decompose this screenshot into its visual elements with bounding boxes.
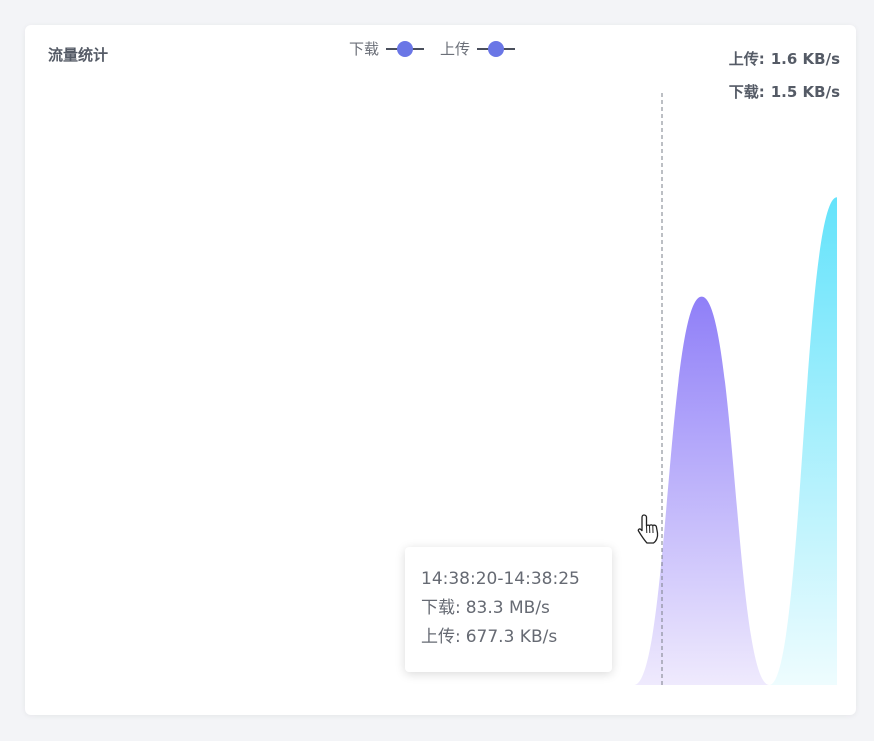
legend-label-download: 下载 [349,40,380,58]
download-rate: 下载: 1.5 KB/s [729,76,840,109]
tooltip-upload-row: 上传: 677.3 KB/s [421,623,612,652]
upload-rate: 上传: 1.6 KB/s [729,43,840,76]
panel-title: 流量统计 [48,46,109,64]
tooltip-download-row: 下载: 83.3 MB/s [421,594,612,623]
tooltip-upload-value: 677.3 KB/s [465,627,558,647]
current-rates: 上传: 1.6 KB/s 下载: 1.5 KB/s [729,43,840,109]
tooltip-download-label: 下载: [421,598,461,618]
hand-cursor-icon [637,514,659,544]
chart-tooltip: 14:38:20-14:38:25 下载: 83.3 MB/s 上传: 677.3 … [405,547,612,672]
legend-item-download[interactable]: 下载 [349,38,425,59]
upload-rate-label: 上传: [728,50,765,68]
traffic-area-chart[interactable] [25,25,856,715]
area-series-download [25,296,837,685]
download-rate-label: 下载: [728,83,765,101]
line-dot-marker-icon [477,40,516,57]
traffic-stats-panel: 流量统计 下载 上传 上传: 1.6 KB/s 下载: 1.5 KB/s [25,25,856,715]
upload-rate-value: 1.6 KB/s [770,50,840,68]
tooltip-download-value: 83.3 MB/s [465,598,550,618]
legend-label-upload: 上传 [440,40,471,58]
tooltip-upload-label: 上传: [421,627,461,647]
legend-item-upload[interactable]: 上传 [440,38,516,59]
download-rate-value: 1.5 KB/s [770,83,840,101]
chart-legend: 下载 上传 [349,38,531,59]
line-dot-marker-icon [386,40,425,57]
tooltip-time-range: 14:38:20-14:38:25 [421,569,580,589]
